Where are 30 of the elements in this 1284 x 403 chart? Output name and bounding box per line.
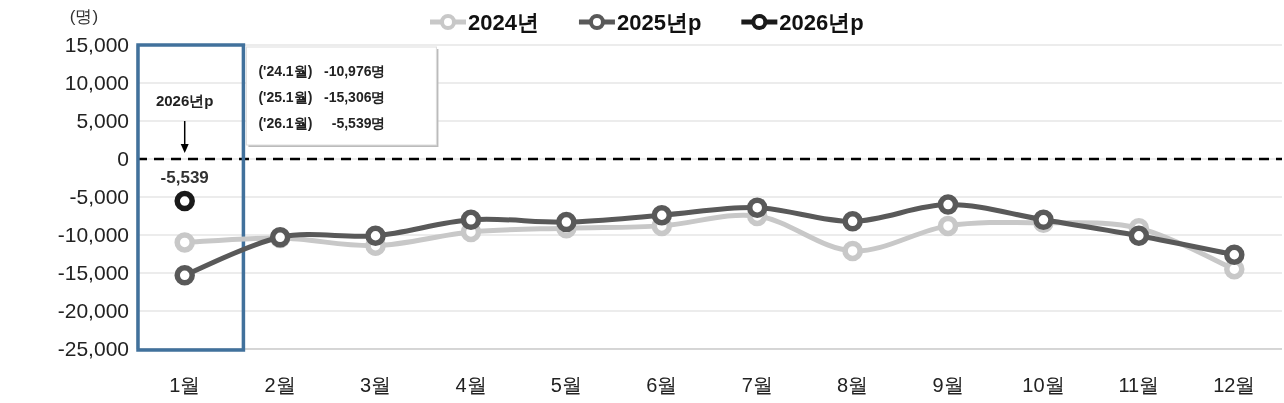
y-tick-label: -25,000 [57,337,129,360]
x-tick-label: 5월 [550,374,582,396]
legend-label: 2025년p [616,10,702,35]
y-axis-title: (명) [69,7,99,26]
x-tick-label: 10월 [1022,374,1065,396]
y-tick-label: 5,000 [76,109,129,132]
x-tick-label: 2월 [264,374,296,396]
data-label: -5,539 [160,168,209,188]
legend-label: 2026년p [779,10,864,35]
legend-label: 2024년 [468,10,539,35]
x-tick-label: 9월 [932,374,964,396]
annotation: ('26.1월) -5,539명 [258,115,386,131]
annotation: 2026년p [155,92,214,109]
x-tick-label: 8월 [837,374,869,396]
y-tick-label: 15,000 [64,33,129,56]
x-tick-label: 6월 [646,374,678,396]
y-tick-label: -10,000 [57,223,129,246]
annotation: ('25.1월) -15,306명 [258,89,386,105]
x-tick-label: 3월 [359,374,392,396]
x-tick-label: 1월 [169,374,201,396]
y-tick-label: 10,000 [64,71,129,94]
y-tick-label: -20,000 [57,299,129,322]
annotation: ('24.1월) -10,976명 [258,63,386,79]
x-tick-label: 4월 [455,374,487,396]
x-tick-label: 7월 [741,374,773,396]
x-tick-label: 12월 [1213,374,1256,396]
y-tick-label: -5,000 [69,185,129,208]
y-tick-label: -15,000 [57,261,129,284]
x-tick-label: 11월 [1118,374,1160,396]
y-tick-label: 0 [117,147,129,170]
